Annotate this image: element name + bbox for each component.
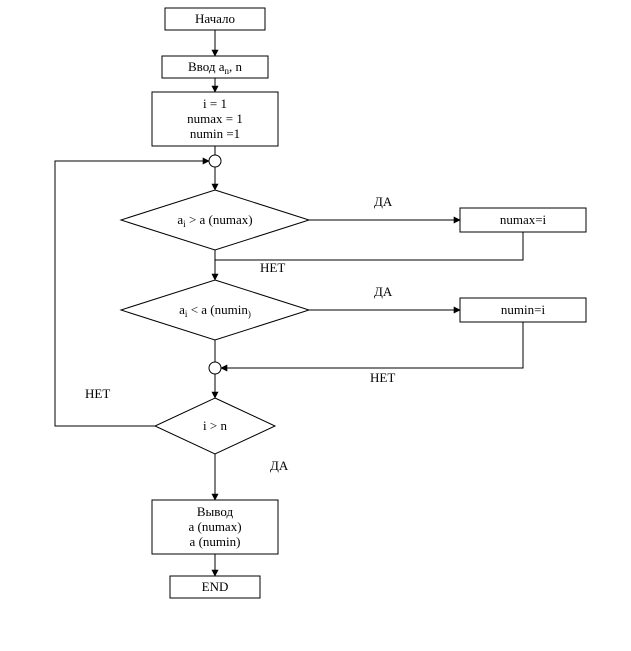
svg-text:ai > a (numax): ai > a (numax)	[177, 212, 252, 229]
svg-text:a (numax): a (numax)	[188, 519, 241, 534]
svg-text:Ввод an, n: Ввод an, n	[188, 59, 242, 76]
edge	[221, 322, 523, 368]
svg-text:ai < a (numin): ai < a (numin)	[179, 302, 251, 319]
edge-label-no2b: НЕТ	[370, 370, 395, 385]
svg-text:numax=i: numax=i	[500, 212, 547, 227]
node-merge2	[209, 362, 221, 374]
svg-text:i = 1: i = 1	[203, 96, 227, 111]
svg-text:Вывод: Вывод	[197, 504, 234, 519]
svg-text:i > n: i > n	[203, 418, 227, 433]
edge-label-no3: НЕТ	[85, 386, 110, 401]
svg-text:numax = 1: numax = 1	[187, 111, 243, 126]
edge-label-yes2: ДА	[374, 284, 393, 299]
svg-text:a (numin): a (numin)	[190, 534, 241, 549]
svg-text:Начало: Начало	[195, 11, 235, 26]
svg-text:numin =1: numin =1	[190, 126, 240, 141]
svg-text:END: END	[202, 579, 229, 594]
edge-label-no1: НЕТ	[260, 260, 285, 275]
node-merge1	[209, 155, 221, 167]
svg-text:numin=i: numin=i	[501, 302, 546, 317]
edge-label-yes1: ДА	[374, 194, 393, 209]
edge-label-yes3: ДА	[270, 458, 289, 473]
